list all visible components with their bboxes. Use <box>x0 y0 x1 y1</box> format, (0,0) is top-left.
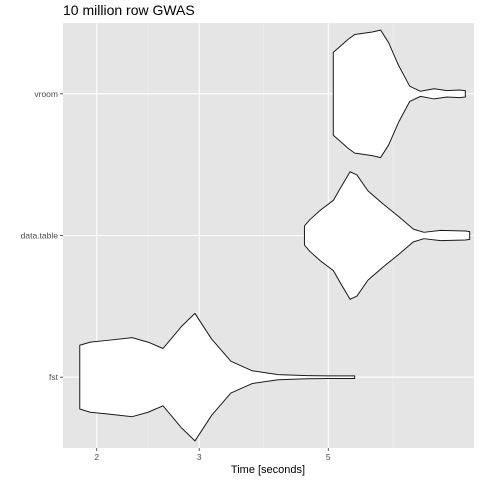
y-axis: fst data.table vroom <box>21 89 63 382</box>
x-axis-title: Time [seconds] <box>231 464 305 476</box>
chart-title: 10 million row GWAS <box>63 2 195 18</box>
x-axis: 2 3 5 <box>94 448 331 462</box>
violin-fst <box>79 312 356 442</box>
x-tick-label: 3 <box>197 452 202 462</box>
violins <box>79 29 471 442</box>
y-tick-label: data.table <box>21 231 59 241</box>
violin-data-table <box>303 171 471 300</box>
y-tick-label: vroom <box>34 89 58 99</box>
violin-vroom <box>332 29 466 159</box>
x-tick-label: 5 <box>326 452 331 462</box>
x-tick-label: 2 <box>94 452 99 462</box>
y-tick-label: fst <box>49 372 59 382</box>
